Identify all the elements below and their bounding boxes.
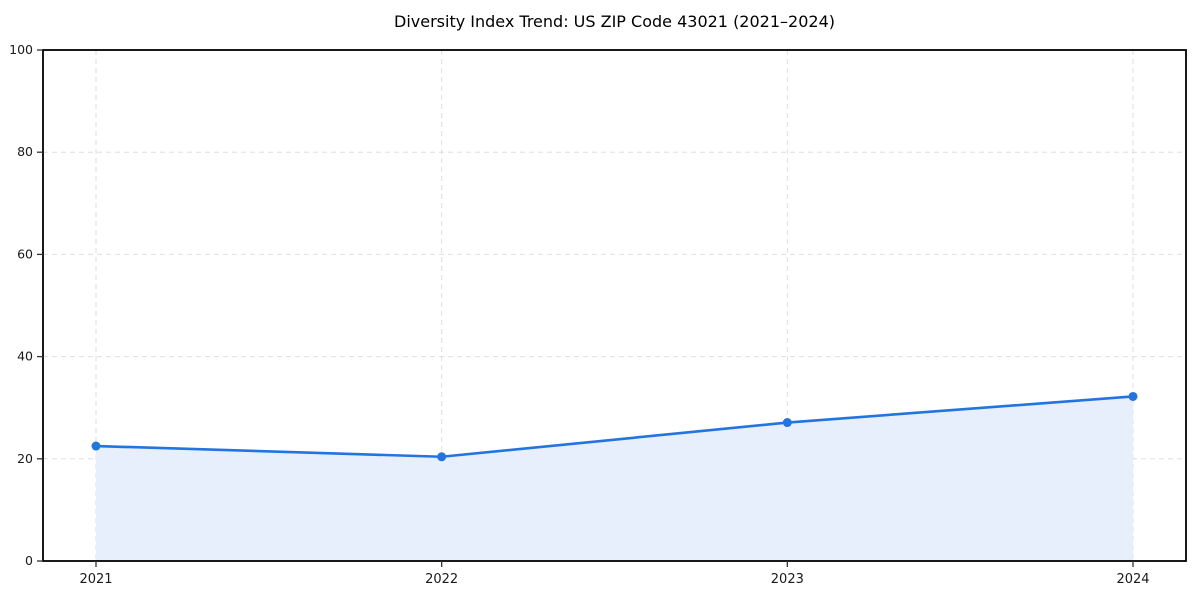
data-point-2022 [437, 452, 447, 462]
plot-border [42, 49, 1187, 562]
y-tick-label: 60 [17, 246, 33, 261]
x-tick-label: 2021 [79, 572, 112, 587]
trend-line [94, 395, 1135, 459]
data-point-2023 [782, 418, 792, 428]
area-fill [96, 396, 1133, 561]
y-tick-label: 80 [17, 144, 33, 159]
y-tick-label: 0 [25, 553, 33, 568]
y-tick-label: 100 [9, 42, 33, 57]
data-point-2024 [1128, 391, 1138, 401]
x-tick-label: 2022 [425, 572, 458, 587]
data-point-2021 [91, 441, 101, 451]
y-tick-label: 20 [17, 451, 33, 466]
chart-title: Diversity Index Trend: US ZIP Code 43021… [394, 12, 835, 31]
x-tick-label: 2024 [1116, 572, 1149, 587]
x-tick-label: 2023 [771, 572, 804, 587]
y-tick-label: 40 [17, 349, 33, 364]
